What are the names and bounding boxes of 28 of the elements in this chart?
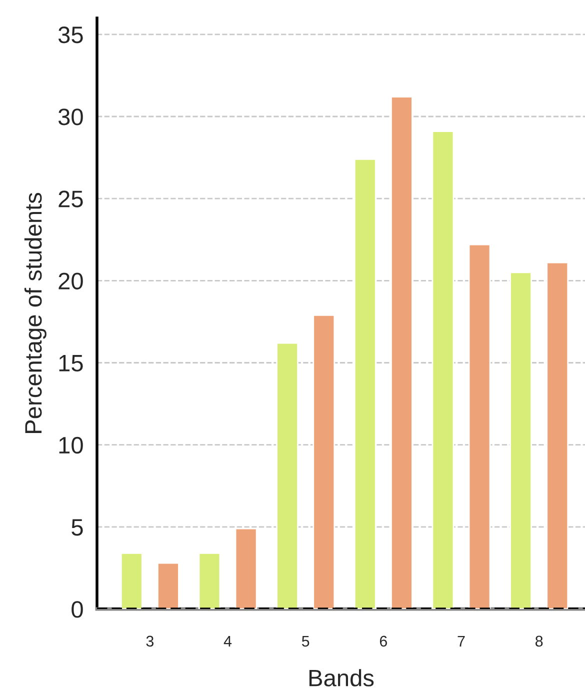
y-tick-label: 35 (58, 26, 83, 44)
y-tick-label: 0 (72, 601, 83, 618)
y-tick-label: 30 (58, 108, 83, 126)
x-tick-label: 8 (535, 636, 543, 647)
bar (432, 130, 454, 609)
x-axis-title: Bands (309, 669, 374, 686)
x-tick-label: 3 (146, 636, 154, 647)
bar (120, 552, 143, 609)
bar (312, 314, 336, 609)
x-tick-label: 7 (458, 636, 465, 646)
bar (198, 552, 221, 609)
bar (234, 528, 258, 609)
x-tick-label: 6 (380, 636, 387, 647)
bar (546, 262, 569, 609)
x-tick-label: 5 (302, 636, 310, 647)
bar (354, 158, 376, 609)
y-tick-label: 20 (58, 272, 83, 290)
y-tick-label: 25 (58, 190, 83, 208)
bar (510, 272, 532, 609)
x-tick-label: 4 (224, 636, 232, 646)
y-axis-title: Percentage of students (24, 192, 46, 433)
bar (276, 342, 298, 609)
bar (468, 244, 491, 609)
bar (390, 96, 413, 609)
y-tick-label: 10 (59, 436, 83, 454)
y-tick-label: 5 (72, 519, 83, 536)
y-tick-label: 15 (59, 355, 83, 372)
bar (157, 562, 180, 609)
